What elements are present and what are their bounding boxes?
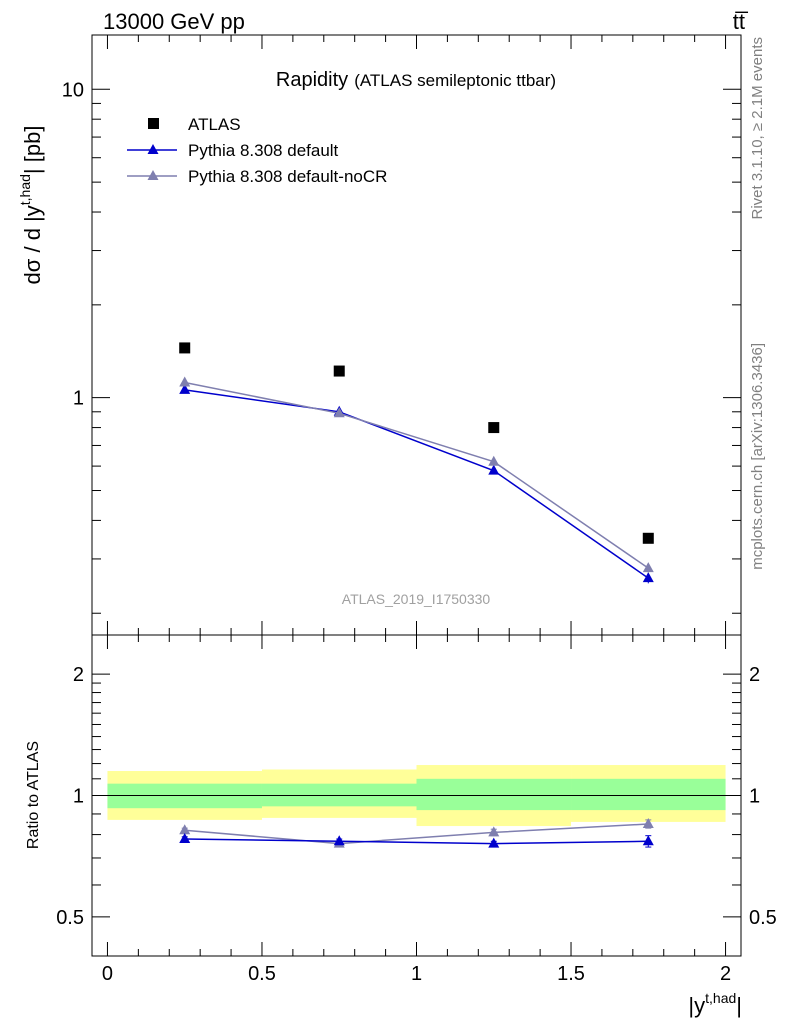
- x-axis-label-base: |y: [688, 993, 705, 1018]
- plot-title: Rapidity (ATLAS semileptonic ttbar): [276, 69, 556, 91]
- y-tick-label-main: 1: [73, 388, 84, 410]
- legend-marker-atlas: [148, 118, 159, 129]
- data-point-nocr: [179, 376, 191, 387]
- ratio-point-default: [333, 835, 345, 846]
- ratio-y-label: Ratio to ATLAS: [25, 741, 42, 849]
- ratio-plot: [179, 817, 654, 848]
- axes: 0 0.5 1 1.5 2 1 10 0.5 0.5 1 1 2 2: [56, 35, 777, 985]
- y-tick-label-ratio-left: 1: [73, 786, 84, 808]
- legend-label-atlas: ATLAS: [188, 115, 241, 134]
- plot-title-main: Rapidity: [276, 69, 348, 91]
- ratio-point-nocr: [488, 826, 500, 837]
- data-point-default: [488, 464, 500, 475]
- header-left: 13000 GeV pp: [103, 9, 245, 34]
- analysis-watermark: ATLAS_2019_I1750330: [342, 591, 491, 607]
- data-point-nocr: [642, 562, 654, 573]
- ratio-band-inner: [261, 783, 417, 807]
- ratio-point-nocr: [642, 817, 654, 828]
- x-tick-label: 2: [720, 963, 731, 985]
- header-right: tt̅: [733, 9, 749, 34]
- legend-label-default: Pythia 8.308 default: [188, 141, 339, 160]
- data-point-atlas: [333, 365, 345, 377]
- data-point-atlas: [179, 342, 191, 354]
- ratio-band-inner: [416, 778, 572, 811]
- rivet-label: Rivet 3.1.10, ≥ 2.1M events: [749, 37, 766, 220]
- ratio-line-nocr: [184, 823, 649, 845]
- ratio-point-default: [642, 835, 654, 846]
- y-tick-label-ratio-right: 2: [749, 664, 760, 686]
- x-tick-label: 0.5: [248, 963, 276, 985]
- legend-marker-default: [147, 144, 159, 154]
- data-point-atlas: [488, 422, 500, 434]
- legend: ATLAS Pythia 8.308 default Pythia 8.308 …: [127, 115, 387, 186]
- y-tick-label-ratio-left: 0.5: [56, 907, 84, 929]
- ratio-uncertainty-bands: [107, 765, 726, 827]
- x-tick-label: 1.5: [557, 963, 585, 985]
- ratio-point-default: [179, 833, 191, 844]
- ratio-line-default: [184, 838, 649, 845]
- data-point-default: [179, 383, 191, 394]
- main-plot: [179, 342, 654, 584]
- mcplots-label: mcplots.cern.ch [arXiv:1306.3436]: [749, 343, 766, 570]
- main-y-label: dσ / d |yt,had| [pb]: [17, 126, 45, 285]
- y-tick-label-main: 10: [62, 79, 84, 101]
- plot-title-sub: (ATLAS semileptonic ttbar): [354, 71, 556, 90]
- x-axis-label-end: |: [736, 993, 742, 1018]
- ratio-point-nocr: [179, 824, 191, 835]
- ratio-point-default: [488, 837, 500, 848]
- y-tick-label-ratio-left: 2: [73, 664, 84, 686]
- series-line-default: [184, 389, 649, 579]
- y-tick-label-ratio-right: 1: [749, 786, 760, 808]
- y-tick-label-ratio-right: 0.5: [749, 907, 777, 929]
- ratio-band-inner: [571, 778, 726, 811]
- data-point-default: [642, 572, 654, 583]
- x-tick-label: 1: [411, 963, 422, 985]
- main-y-label-base: dσ / d |y: [20, 205, 45, 284]
- x-axis-label-sup: t,had: [705, 990, 736, 1006]
- ratio-frame: [91, 634, 742, 957]
- series-line-nocr: [184, 381, 649, 569]
- legend-label-nocr: Pythia 8.308 default-noCR: [188, 167, 387, 186]
- data-point-nocr: [333, 407, 345, 418]
- data-point-atlas: [642, 532, 654, 544]
- main-y-label-sup: t,had: [17, 174, 33, 205]
- main-y-label-end: | [pb]: [20, 126, 45, 175]
- x-axis-label: |yt,had|: [688, 990, 742, 1018]
- x-tick-label: 0: [102, 963, 113, 985]
- data-point-nocr: [488, 455, 500, 466]
- legend-marker-nocr: [147, 170, 159, 180]
